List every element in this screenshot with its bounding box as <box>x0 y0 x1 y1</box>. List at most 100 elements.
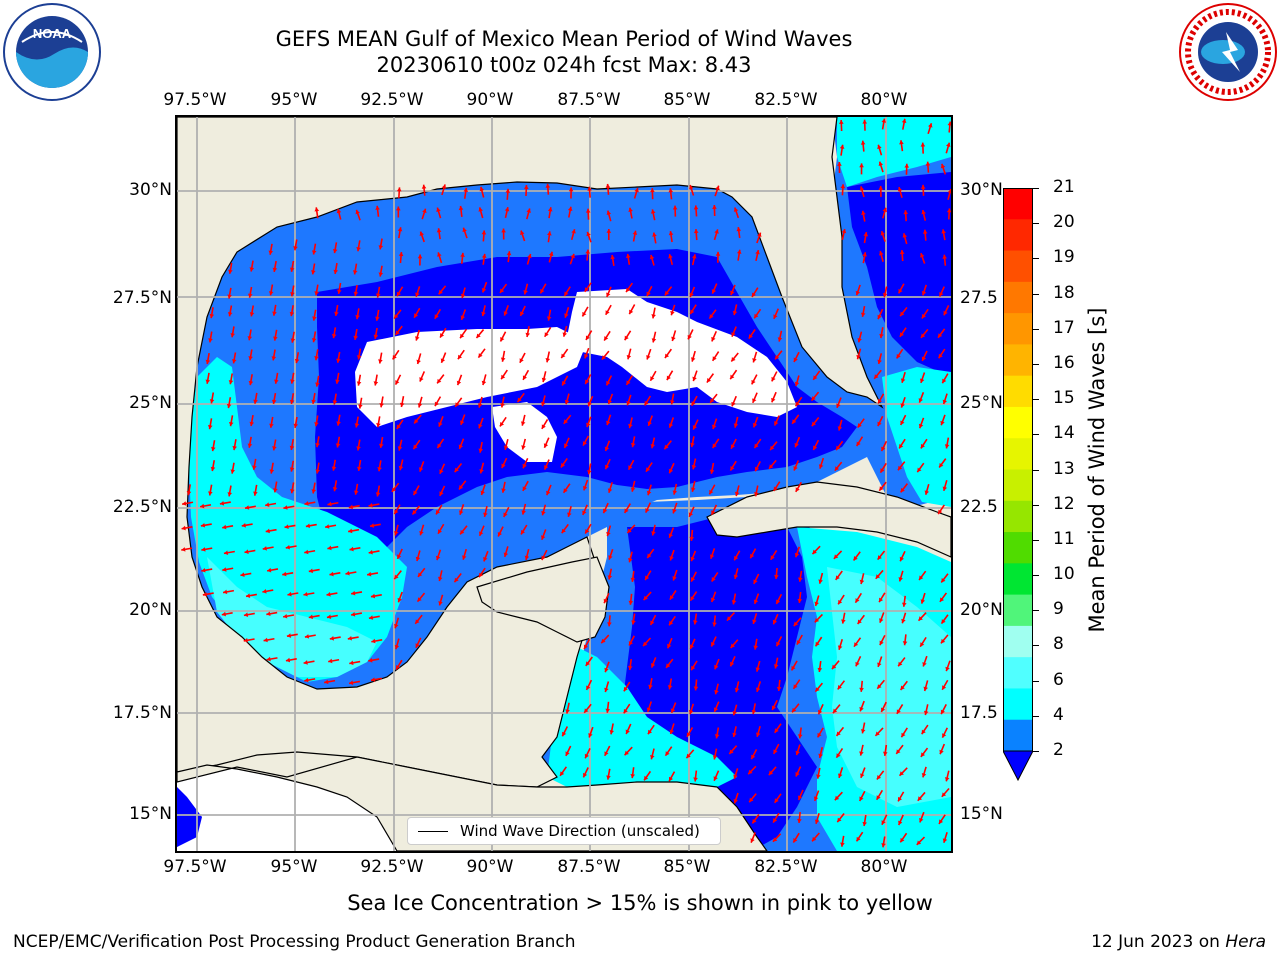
wave-direction-arrowhead <box>879 486 884 491</box>
wave-direction-arrowhead <box>379 403 384 408</box>
wave-direction-arrowhead <box>692 425 697 430</box>
wave-direction-arrowhead <box>415 643 420 648</box>
wave-direction-arrowhead <box>816 774 821 779</box>
map-canvas <box>177 117 951 851</box>
wave-direction-arrowhead <box>312 316 317 321</box>
noaa-logo: NOAA <box>3 3 101 101</box>
wave-direction-arrowhead <box>772 619 778 625</box>
footer-date: 12 Jun 2023 on Hera <box>1091 932 1266 952</box>
wave-direction-arrowhead <box>479 469 484 474</box>
wave-direction-arrowhead <box>414 418 419 424</box>
wave-direction-arrowhead <box>647 553 652 559</box>
wave-direction-arrowhead <box>689 184 694 190</box>
wave-direction-arrowhead <box>690 442 695 448</box>
wave-direction-arrowhead <box>777 337 783 342</box>
wave-direction-arrowhead <box>752 358 757 363</box>
wave-direction-arrowhead <box>377 467 382 472</box>
wave-direction-arrowhead <box>265 528 270 534</box>
wave-direction-arrowhead <box>837 817 842 823</box>
wave-direction-arrowhead <box>348 528 353 534</box>
wave-direction-arrowhead <box>938 509 943 515</box>
wave-direction-arrowhead <box>373 334 379 339</box>
wave-direction-arrowhead <box>880 231 886 236</box>
wave-direction-arrowhead <box>441 184 447 189</box>
wave-direction-arrowhead <box>501 488 506 493</box>
wave-direction-arrowhead <box>209 399 215 404</box>
lat-label-left: 20°N <box>129 600 172 620</box>
wave-direction-arrowhead <box>208 491 213 496</box>
wave-direction-arrowhead <box>726 616 732 621</box>
wave-direction-arrowhead <box>567 206 573 211</box>
wave-direction-arrowhead <box>375 293 381 298</box>
wave-direction-arrowhead <box>603 598 608 604</box>
wave-direction-arrowhead <box>918 398 923 403</box>
wave-direction-arrowhead <box>522 463 527 469</box>
wave-direction-arrowhead <box>290 338 296 343</box>
colorbar-tick-mark <box>1033 399 1039 401</box>
wave-direction-arrowhead <box>478 207 483 212</box>
wave-direction-arrowhead <box>419 530 424 536</box>
wave-direction-arrowhead <box>570 253 575 259</box>
wave-direction-arrowhead <box>500 357 506 362</box>
wave-direction-arrowhead <box>315 469 320 474</box>
wave-direction-arrowhead <box>902 641 908 646</box>
ice-note: Sea Ice Concentration > 15% is shown in … <box>347 891 933 915</box>
wave-direction-arrowhead <box>896 353 901 359</box>
wave-direction-arrowhead <box>841 229 847 234</box>
wave-direction-arrowhead <box>604 667 609 673</box>
wave-direction-arrowhead <box>479 572 484 578</box>
wave-direction-arrowhead <box>837 645 843 650</box>
wave-direction-arrowhead <box>268 250 274 255</box>
wave-direction-arrowhead <box>247 443 253 448</box>
wave-direction-arrowhead <box>397 446 403 451</box>
wave-direction-arrowhead <box>560 771 565 776</box>
wave-direction-arrowhead <box>351 612 356 617</box>
wave-direction-arrowhead <box>545 358 551 363</box>
wave-direction-arrowhead <box>201 567 206 573</box>
wave-direction-arrowhead <box>714 664 719 670</box>
wave-direction-arrowhead <box>587 401 592 407</box>
wave-direction-arrowhead <box>689 536 695 541</box>
wave-direction-arrowhead <box>834 466 840 471</box>
wave-direction-arrowhead <box>561 353 566 359</box>
wave-direction-arrowhead <box>438 576 443 582</box>
wave-direction-arrowhead <box>648 684 653 689</box>
wave-direction-arrowhead <box>398 465 404 471</box>
no-data-region <box>567 289 797 417</box>
wave-direction-arrowhead <box>585 208 591 213</box>
wave-direction-arrowhead <box>751 709 757 715</box>
wind-wave-arrows <box>181 118 951 848</box>
wave-direction-arrowhead <box>900 311 905 317</box>
wave-direction-arrowhead <box>691 401 696 406</box>
wave-direction-arrowhead <box>517 397 522 403</box>
caribbean-light <box>827 567 951 807</box>
wave-direction-arrowhead <box>792 707 797 713</box>
wave-direction-arrowhead <box>228 380 234 385</box>
colorbar-tick-label: 17 <box>1053 317 1075 338</box>
wave-direction-arrowhead <box>898 661 903 667</box>
wave-direction-arrowhead <box>606 775 611 780</box>
wave-direction-arrowhead <box>434 401 439 407</box>
wave-direction-arrowhead <box>837 684 842 690</box>
wave-direction-arrowhead <box>797 795 803 801</box>
wave-direction-arrowhead <box>585 529 590 534</box>
wave-direction-arrowhead <box>356 355 362 360</box>
wave-direction-arrowhead <box>710 597 716 603</box>
wave-direction-arrowhead <box>877 684 882 689</box>
wave-direction-arrowhead <box>754 313 759 319</box>
wave-direction-arrowhead <box>928 123 933 128</box>
wave-direction-arrowhead <box>920 184 926 189</box>
wave-direction-arrowhead <box>349 680 354 685</box>
wave-direction-arrowhead <box>282 571 287 577</box>
wave-direction-arrowhead <box>856 354 861 360</box>
wave-direction-arrowhead <box>272 267 278 272</box>
wave-direction-arrowhead <box>859 706 864 712</box>
colorbar-tick-mark <box>1033 188 1039 189</box>
wave-direction-arrowhead <box>714 690 719 695</box>
wave-direction-arrowhead <box>369 523 375 528</box>
wave-direction-arrowhead <box>899 140 904 145</box>
wave-direction-arrowhead <box>921 313 927 319</box>
wave-direction-arrowhead <box>222 567 227 572</box>
wave-direction-arrowhead <box>942 685 947 690</box>
colorbar-segment <box>1003 281 1033 314</box>
